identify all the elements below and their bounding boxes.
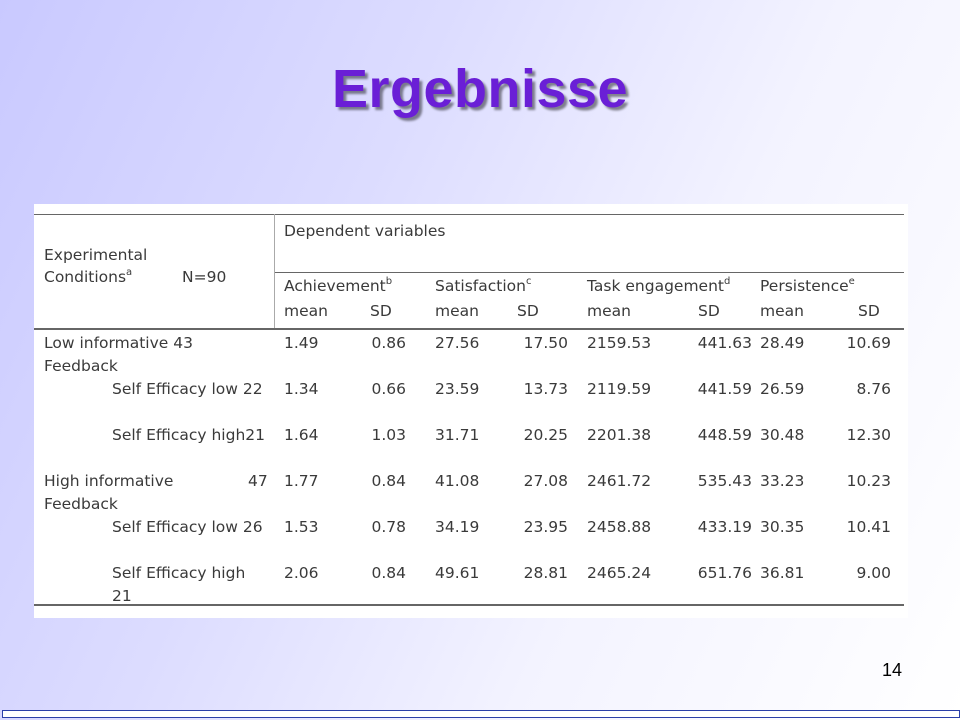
table-cell: 433.19 — [697, 518, 752, 536]
table-cell: 10.69 — [846, 334, 891, 352]
table-cell: 0.78 — [371, 518, 406, 536]
dependent-variables-header: Dependent variables — [284, 222, 446, 240]
table-cell: 12.30 — [846, 426, 891, 444]
row-label-cont: Feedback — [44, 495, 118, 513]
sd-label: SD — [517, 302, 539, 320]
table-cell: 651.76 — [697, 564, 752, 582]
table-cell: 17.50 — [523, 334, 568, 352]
table-cell: 26.59 — [760, 380, 805, 398]
header-vertical-line — [274, 214, 275, 328]
row-label: High informative — [44, 472, 174, 490]
mean-label: mean — [435, 302, 479, 320]
table-cell: 1.64 — [284, 426, 319, 444]
table-cell: 441.59 — [697, 380, 752, 398]
table-cell: 23.59 — [435, 380, 480, 398]
results-table: Experimental Conditionsa N=90 Dependent … — [34, 204, 908, 618]
top-line — [34, 214, 904, 215]
table-cell: 2461.72 — [587, 472, 652, 490]
mean-label: mean — [587, 302, 631, 320]
table-cell: 28.81 — [523, 564, 568, 582]
mean-label: mean — [760, 302, 804, 320]
table-cell: 0.84 — [371, 472, 406, 490]
table-cell: 8.76 — [856, 380, 891, 398]
task-engagement-header: Task engagementd — [587, 275, 731, 295]
row-label: Self Efficacy low 22 — [112, 380, 263, 398]
slide-title: Ergebnisse — [331, 59, 629, 119]
table-cell: 41.08 — [435, 472, 480, 490]
table-cell: 28.49 — [760, 334, 805, 352]
footer-bar — [2, 710, 960, 718]
table-cell: 448.59 — [697, 426, 752, 444]
table-cell: 9.00 — [856, 564, 891, 582]
table-cell: 0.86 — [371, 334, 406, 352]
bottom-line — [34, 604, 904, 606]
table-cell: 2465.24 — [587, 564, 652, 582]
persistence-header: Persistencee — [760, 275, 855, 295]
achievement-header: Achievementb — [284, 275, 393, 295]
row-label: Low informative 43 — [44, 334, 193, 352]
satisfaction-header: Satisfactionc — [435, 275, 532, 295]
subheader-line — [274, 272, 904, 273]
table-cell: 0.84 — [371, 564, 406, 582]
table-cell: 36.81 — [760, 564, 805, 582]
table-cell: 33.23 — [760, 472, 805, 490]
table-cell: 2458.88 — [587, 518, 652, 536]
header-bottom-line — [34, 328, 904, 330]
row-label: Self Efficacy high21 — [112, 426, 266, 444]
table-cell: 2159.53 — [587, 334, 652, 352]
row-label-cont: 21 — [112, 587, 132, 605]
page-number: 14 — [881, 660, 902, 680]
table-cell: 13.73 — [523, 380, 568, 398]
row-label-n: 47 — [248, 472, 268, 490]
table-cell: 23.95 — [523, 518, 568, 536]
table-cell: 30.48 — [760, 426, 805, 444]
table-cell: 2.06 — [284, 564, 319, 582]
table-cell: 49.61 — [435, 564, 480, 582]
n-label: N=90 — [182, 268, 227, 286]
row-label-cont: Feedback — [44, 357, 118, 375]
table-cell: 30.35 — [760, 518, 805, 536]
sd-label: SD — [858, 302, 880, 320]
table-cell: 31.71 — [435, 426, 480, 444]
table-cell: 441.63 — [697, 334, 752, 352]
table-cell: 1.49 — [284, 334, 319, 352]
table-cell: 34.19 — [435, 518, 480, 536]
table-cell: 2201.38 — [587, 426, 652, 444]
sd-label: SD — [370, 302, 392, 320]
row-label: Self Efficacy low 26 — [112, 518, 263, 536]
table-cell: 535.43 — [697, 472, 752, 490]
conditions-header: Experimental Conditionsa — [44, 246, 148, 286]
table-cell: 10.41 — [846, 518, 891, 536]
table-cell: 10.23 — [846, 472, 891, 490]
table-cell: 1.77 — [284, 472, 319, 490]
mean-label: mean — [284, 302, 328, 320]
table-cell: 27.56 — [435, 334, 480, 352]
table-cell: 0.66 — [371, 380, 406, 398]
row-label: Self Efficacy high — [112, 564, 246, 582]
table-cell: 20.25 — [523, 426, 568, 444]
table-cell: 1.03 — [371, 426, 406, 444]
table-cell: 2119.59 — [587, 380, 652, 398]
table-cell: 1.34 — [284, 380, 319, 398]
sd-label: SD — [698, 302, 720, 320]
table-cell: 1.53 — [284, 518, 319, 536]
table-cell: 27.08 — [523, 472, 568, 490]
